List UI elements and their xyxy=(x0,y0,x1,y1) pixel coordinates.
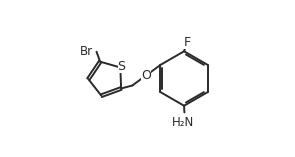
Text: Br: Br xyxy=(80,45,93,58)
Text: H₂N: H₂N xyxy=(171,116,194,129)
Text: O: O xyxy=(142,69,151,82)
Text: F: F xyxy=(183,36,191,49)
Text: S: S xyxy=(118,60,126,73)
